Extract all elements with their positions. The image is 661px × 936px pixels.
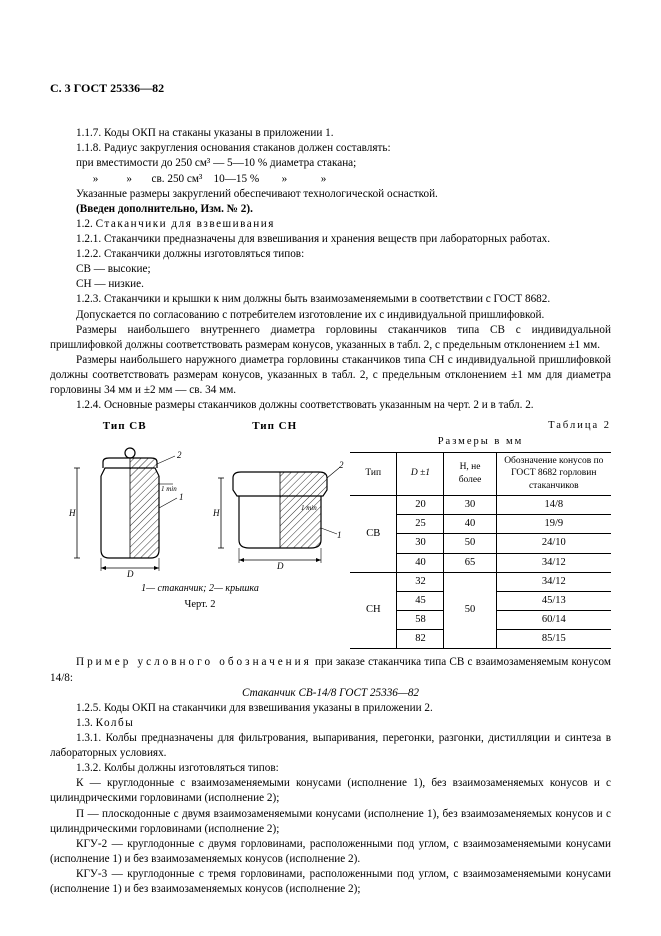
th-h: H, не более (444, 452, 496, 495)
para-tech: Указанные размеры закруглений обеспечива… (50, 187, 611, 202)
para-type-kgu2: КГУ-2 — круглодонные с двумя горловинами… (50, 837, 611, 867)
th-cone: Обозначение конусов по ГОСТ 8682 горлови… (496, 452, 611, 495)
para-1-3-1: 1.3.1. Колбы предназначены для фильтрова… (50, 731, 611, 761)
page-header: С. 3 ГОСТ 25336—82 (50, 80, 611, 96)
drawing-number: Черт. 2 (50, 598, 350, 612)
cell: 25 (397, 515, 444, 534)
cell-type-sn: СН (350, 572, 397, 649)
figure-table-row: Тип СВ Тип СН H (50, 419, 611, 649)
th-type: Тип (350, 452, 397, 495)
cell: 45 (397, 591, 444, 610)
para-1-2-3: 1.2.3. Стаканчики и крышки к ним должны … (50, 292, 611, 307)
cell: 14/8 (496, 496, 611, 515)
para-sn-dim: Размеры наибольшего наружного диаметра г… (50, 353, 611, 398)
cell: 85/15 (496, 630, 611, 649)
svg-text:D: D (126, 569, 134, 578)
cell: 32 (397, 572, 444, 591)
para-cap2: » » св. 250 см³ 10—15 % » » (50, 172, 611, 187)
cell: 24/10 (496, 534, 611, 553)
para-1-2-5: 1.2.5. Коды ОКП на стаканчики для взвеши… (50, 701, 611, 716)
svg-text:1: 1 (179, 492, 184, 502)
cell: 40 (397, 553, 444, 572)
svg-text:D: D (276, 561, 284, 571)
th-d: D ±1 (397, 452, 444, 495)
para-designation: Стаканчик СВ-14/8 ГОСТ 25336—82 (50, 686, 611, 701)
cell: 82 (397, 630, 444, 649)
para-sv-dim: Размеры наибольшего внутреннего диаметра… (50, 323, 611, 353)
para-1-2-1: 1.2.1. Стаканчики предназначены для взве… (50, 232, 611, 247)
cell: 60/14 (496, 611, 611, 630)
label-type-sn: Тип СН (252, 419, 297, 434)
example-spaced: Пример условного обозначения (76, 656, 312, 668)
label-type-sv: Тип СВ (103, 419, 147, 434)
table2-block: Таблица 2 Размеры в мм Тип D ±1 H, не бо… (350, 419, 611, 649)
drawings-block: Тип СВ Тип СН H (50, 419, 350, 649)
svg-text:H: H (212, 508, 220, 518)
sec-title-weighing: Стаканчики для взвешивания (96, 218, 275, 230)
para-izm2: (Введен дополнительно, Изм. № 2). (50, 202, 611, 217)
drawing-sv: H 1 2 (55, 438, 195, 578)
para-type-kgu3: КГУ-3 — круглодонные с тремя горловинами… (50, 867, 611, 897)
svg-text:1 min: 1 min (161, 485, 177, 493)
para-sv: СВ — высокие; (50, 262, 611, 277)
svg-text:1: 1 (337, 530, 342, 540)
cell: 40 (444, 515, 496, 534)
para-example: Пример условного обозначения при заказе … (50, 655, 611, 685)
table2-subcaption: Размеры в мм (350, 435, 611, 449)
para-agree: Допускается по согласованию с потребител… (50, 308, 611, 323)
para-sn: СН — низкие. (50, 277, 611, 292)
para-type-k: К — круглодонные с взаимозаменяемыми кон… (50, 776, 611, 806)
para-type-p: П — плоскодонные с двумя взаимозаменяемы… (50, 807, 611, 837)
cell: 50 (444, 534, 496, 553)
drawing-legend: 1— стаканчик; 2— крышка (50, 582, 350, 596)
para-1-2: 1.2. Стаканчики для взвешивания (50, 217, 611, 232)
table2-caption: Таблица 2 (350, 419, 611, 433)
cell: 19/9 (496, 515, 611, 534)
cell: 30 (444, 496, 496, 515)
dim-h: H (68, 508, 76, 518)
para-1-1-8: 1.1.8. Радиус закругления основания стак… (50, 141, 611, 156)
para-cap1: при вместимости до 250 см³ — 5—10 % диам… (50, 156, 611, 171)
cell: 30 (397, 534, 444, 553)
cell: 34/12 (496, 572, 611, 591)
table2: Тип D ±1 H, не более Обозначение конусов… (350, 452, 611, 650)
cell: 34/12 (496, 553, 611, 572)
svg-text:2: 2 (339, 460, 344, 470)
para-1-3: 1.3. Колбы (50, 716, 611, 731)
cell: 45/13 (496, 591, 611, 610)
cell: 65 (444, 553, 496, 572)
cell: 50 (444, 572, 496, 649)
para-1-2-2: 1.2.2. Стаканчики должны изготовляться т… (50, 247, 611, 262)
sec-num-13: 1.3. (76, 717, 96, 729)
sec-title-flasks: Колбы (96, 717, 135, 729)
para-1-2-4: 1.2.4. Основные размеры стаканчиков долж… (50, 398, 611, 413)
para-1-1-7: 1.1.7. Коды ОКП на стаканы указаны в при… (50, 126, 611, 141)
cell: 58 (397, 611, 444, 630)
cell-type-sv: СВ (350, 496, 397, 573)
sec-num: 1.2. (76, 218, 96, 230)
cell: 20 (397, 496, 444, 515)
svg-text:1 min: 1 min (301, 504, 317, 512)
svg-text:2: 2 (177, 450, 182, 460)
drawing-sn: H 2 1 1 min (205, 438, 345, 578)
para-1-3-2: 1.3.2. Колбы должны изготовляться типов: (50, 761, 611, 776)
